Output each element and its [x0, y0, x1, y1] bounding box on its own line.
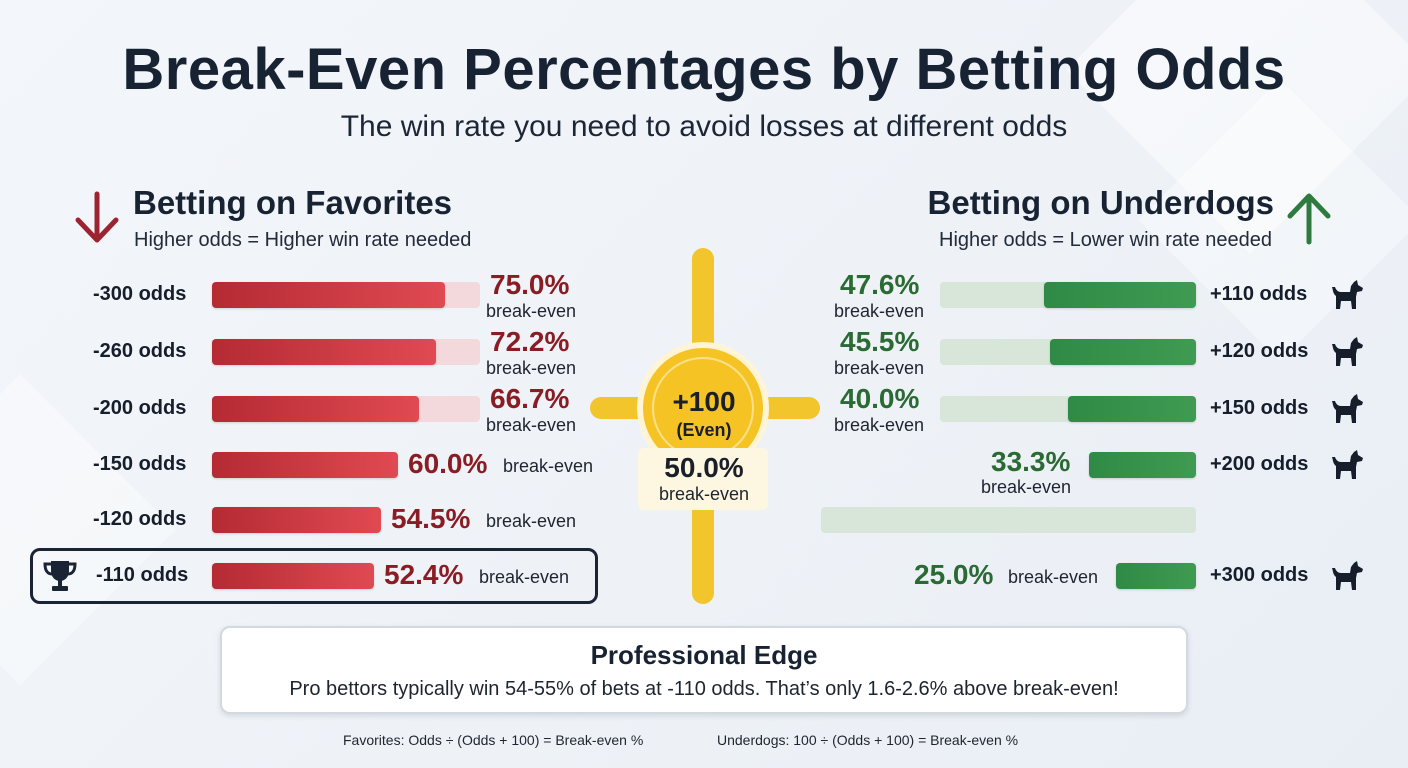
favorite-bar: [212, 507, 381, 533]
favorite-bar: [212, 452, 398, 478]
favorite-bar-track: [212, 452, 398, 478]
underdog-pct-label: 33.3%: [991, 446, 1071, 477]
chart-title: Break-Even Percentages by Betting Odds: [122, 37, 1286, 102]
underdog-caption: break-even: [834, 358, 925, 378]
underdog-bar: [1044, 282, 1196, 308]
favorite-caption: break-even: [479, 567, 570, 587]
underdog-bar: [1116, 563, 1196, 589]
underdog-bar-track: [940, 282, 1196, 308]
favorite-caption: break-even: [503, 456, 594, 476]
favorite-odds-label: -300 odds: [93, 283, 187, 305]
favorite-bar: [212, 282, 445, 308]
favorite-odds-label: -110 odds: [96, 564, 189, 586]
favorite-caption: break-even: [486, 511, 577, 531]
highlight-box: [30, 548, 598, 604]
underdog-pct-label: 45.5%: [840, 326, 920, 357]
dog-icon: [1332, 394, 1363, 423]
edge-text: Pro bettors typically win 54-55% of bets…: [289, 678, 1119, 700]
favorite-bar: [212, 563, 374, 589]
favorite-bar-track: [212, 563, 374, 589]
underdogs-formula: Underdogs: 100 ÷ (Odds + 100) = Break-ev…: [717, 732, 1019, 748]
dog-icon: [1332, 561, 1363, 590]
underdog-pct-label: 25.0%: [914, 559, 994, 590]
favorite-pct-label: 60.0%: [408, 448, 488, 479]
underdogs-title: Betting on Underdogs: [927, 184, 1274, 221]
favorites-title: Betting on Favorites: [133, 184, 453, 221]
dog-icon: [1332, 337, 1363, 366]
center-even-label: (Even): [676, 420, 732, 440]
favorite-bar-track: [212, 396, 480, 422]
favorites-subtitle: Higher odds = Higher win rate needed: [134, 229, 472, 251]
underdog-bar: [1050, 339, 1196, 365]
professional-edge-box: Professional Edge Pro bettors typically …: [220, 626, 1188, 714]
underdog-pct-label: 40.0%: [840, 383, 920, 414]
favorite-pct-label: 52.4%: [384, 559, 464, 590]
underdog-bar-track: [1116, 563, 1196, 589]
favorite-bar: [212, 339, 436, 365]
center-gauge: [590, 248, 820, 604]
favorite-pct-label: 66.7%: [490, 383, 570, 414]
underdog-bar-track: [940, 396, 1196, 422]
favorite-pct-label: 54.5%: [391, 503, 471, 534]
center-pct: 50.0%: [664, 452, 744, 483]
favorite-bar: [212, 396, 419, 422]
favorite-bar-track: [212, 339, 480, 365]
underdog-bar-track: [940, 339, 1196, 365]
favorite-bar-track: [212, 282, 480, 308]
favorite-pct-label: 75.0%: [490, 269, 570, 300]
underdog-bar-track: [1089, 452, 1196, 478]
underdog-caption: break-even: [834, 415, 925, 435]
favorite-caption: break-even: [486, 301, 577, 321]
underdog-caption: break-even: [1008, 567, 1099, 587]
underdog-odds-label: +200 odds: [1210, 453, 1309, 475]
favorite-odds-label: -260 odds: [93, 340, 187, 362]
favorite-odds-label: -150 odds: [93, 453, 187, 475]
center-caption: break-even: [658, 484, 750, 504]
underdog-bar: [1068, 396, 1196, 422]
gauge-circle: [643, 348, 763, 468]
underdog-bar-track-empty: [821, 507, 1196, 533]
underdog-odds-label: +110 odds: [1210, 283, 1308, 305]
underdog-pct-label: 47.6%: [840, 269, 920, 300]
chart-subtitle: The win rate you need to avoid losses at…: [340, 110, 1068, 143]
gauge-label-backdrop: [638, 448, 768, 510]
underdog-bar: [1089, 452, 1196, 478]
trophy-icon: [43, 561, 77, 591]
dog-icon: [1332, 450, 1363, 479]
underdogs-subtitle: Higher odds = Lower win rate needed: [939, 229, 1272, 251]
center-odds: +100: [672, 386, 736, 417]
underdog-caption: break-even: [834, 301, 925, 321]
favorites-formula: Favorites: Odds ÷ (Odds + 100) = Break-e…: [343, 732, 644, 748]
favorite-odds-label: -200 odds: [93, 397, 187, 419]
underdog-odds-label: +300 odds: [1210, 564, 1309, 586]
dog-icon: [1332, 280, 1363, 309]
favorite-caption: break-even: [486, 415, 577, 435]
favorite-pct-label: 72.2%: [490, 326, 570, 357]
arrow-up-icon: [1287, 193, 1331, 245]
underdog-odds-label: +120 odds: [1210, 340, 1309, 362]
arrow-down-icon: [75, 191, 119, 243]
favorite-bar-track: [212, 507, 381, 533]
favorite-odds-label: -120 odds: [93, 508, 187, 530]
favorite-caption: break-even: [486, 358, 577, 378]
underdog-odds-label: +150 odds: [1210, 397, 1309, 419]
underdog-caption: break-even: [981, 477, 1072, 497]
edge-title: Professional Edge: [590, 640, 818, 670]
